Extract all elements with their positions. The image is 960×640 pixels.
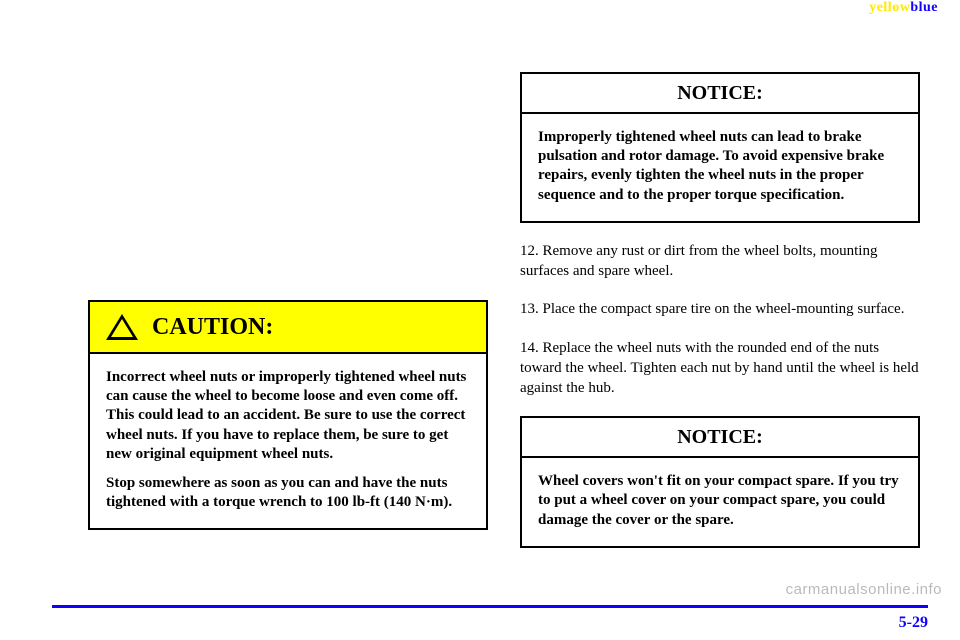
- caution-text-2: Stop somewhere as soon as you can and ha…: [106, 474, 470, 512]
- header-yellow-text: yellow: [869, 0, 910, 15]
- warning-triangle-icon: !: [106, 314, 138, 340]
- caution-label: CAUTION:: [152, 314, 273, 341]
- notice2-box: Wheel covers won't fit on your compact s…: [520, 456, 920, 548]
- manual-page: yellowblue ! CAUTION: Incorrect wheel nu…: [0, 0, 960, 640]
- notice2-label: NOTICE:: [677, 426, 763, 449]
- caution-text-1: Incorrect wheel nuts or improperly tight…: [106, 368, 470, 464]
- watermark-text: carmanualsonline.info: [786, 581, 942, 598]
- footer-rule: [52, 605, 928, 608]
- exclamation-icon: !: [119, 322, 123, 337]
- left-column: ! CAUTION: Incorrect wheel nuts or impro…: [88, 300, 488, 530]
- notice1-box: Improperly tightened wheel nuts can lead…: [520, 112, 920, 223]
- step-12: 12. Remove any rust or dirt from the whe…: [520, 241, 920, 282]
- step-13: 13. Place the compact spare tire on the …: [520, 299, 920, 319]
- notice2-header: NOTICE:: [520, 416, 920, 456]
- caution-box: Incorrect wheel nuts or improperly tight…: [88, 352, 488, 530]
- caution-header: ! CAUTION:: [88, 300, 488, 352]
- notice1-header: NOTICE:: [520, 72, 920, 112]
- header-blue-text: blue: [910, 0, 938, 15]
- notice1-label: NOTICE:: [677, 82, 763, 105]
- step-14: 14. Replace the wheel nuts with the roun…: [520, 338, 920, 399]
- notice1-text: Improperly tightened wheel nuts can lead…: [538, 128, 902, 205]
- notice2-text: Wheel covers won't fit on your compact s…: [538, 472, 902, 530]
- page-number: 5-29: [899, 614, 928, 632]
- right-column: NOTICE: Improperly tightened wheel nuts …: [520, 72, 920, 548]
- header-tab: yellowblue: [869, 0, 938, 16]
